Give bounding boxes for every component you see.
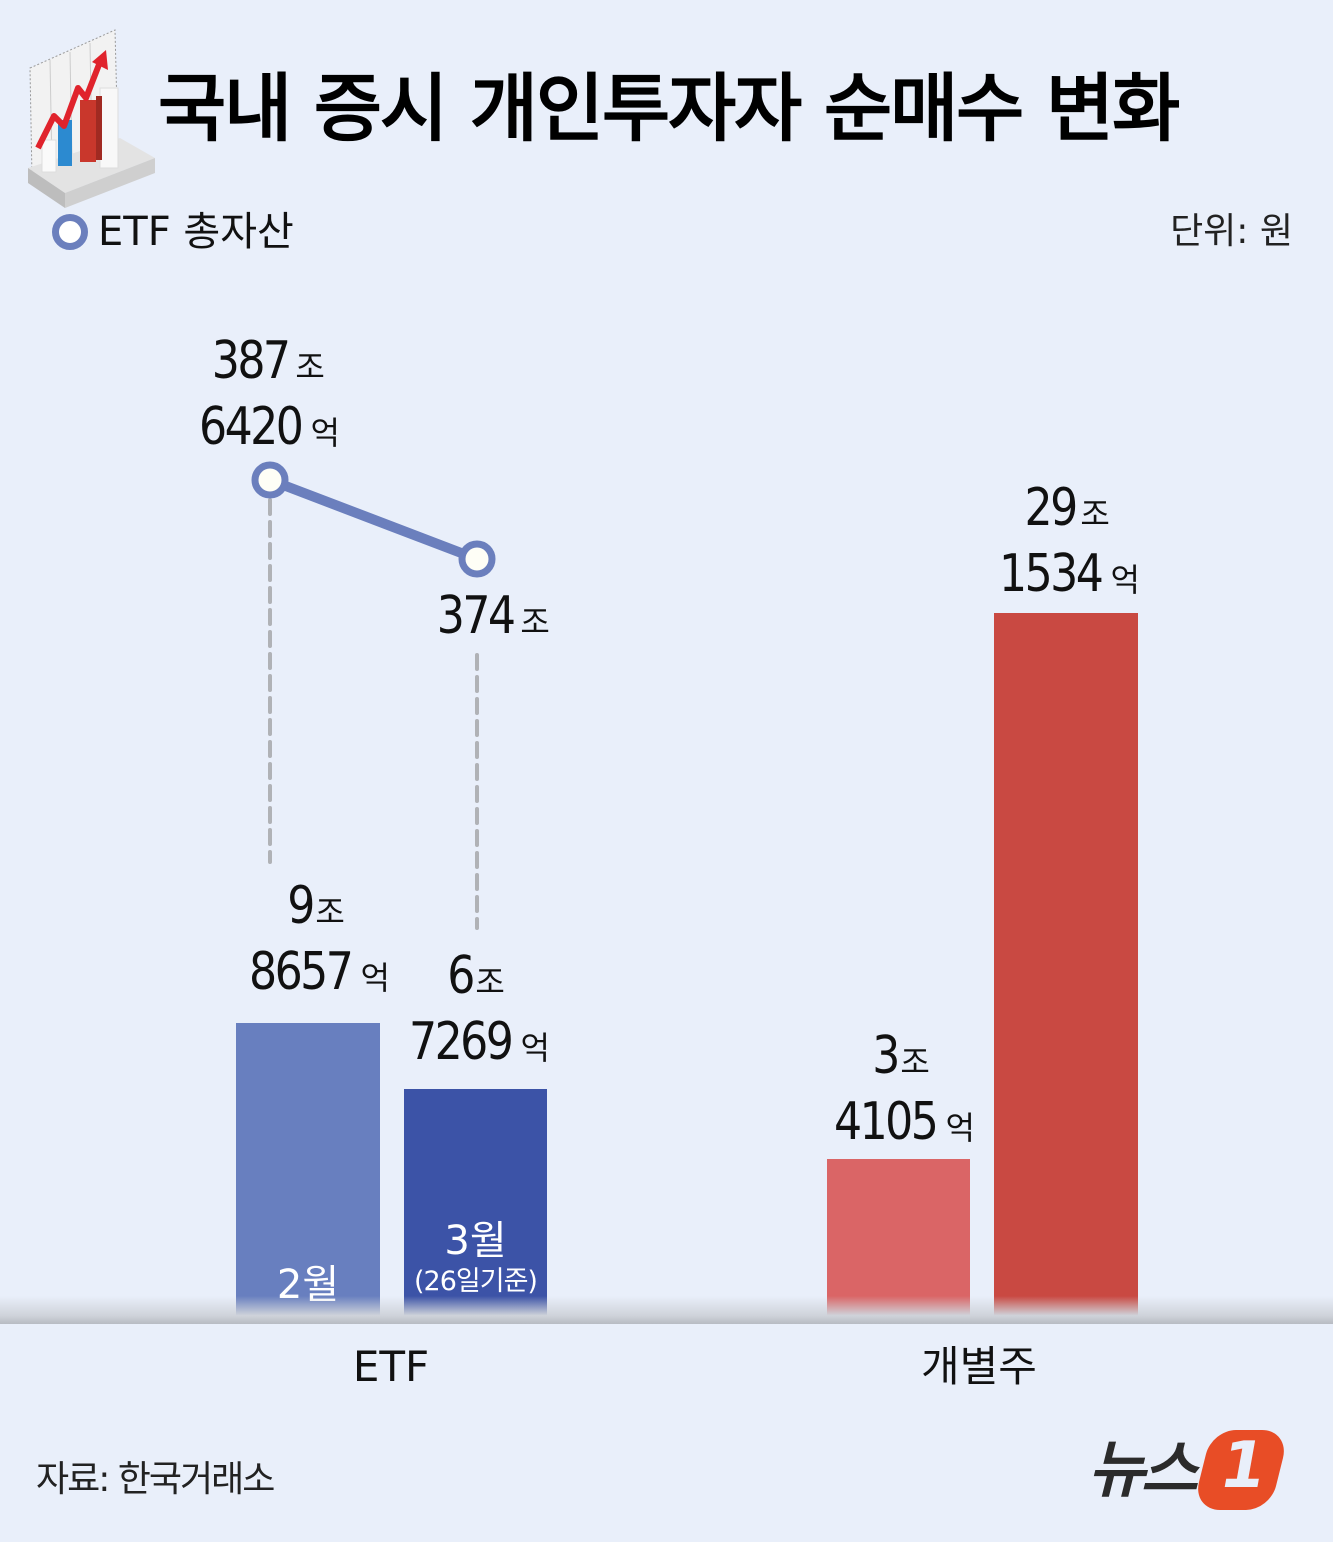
baseline: [0, 1296, 1333, 1324]
source-label: 자료: 한국거래소: [36, 1459, 275, 1500]
bar-label-etf-mar: 6조 7269 억: [409, 946, 550, 1072]
line-label-mar: 374 조: [436, 586, 550, 646]
bar-label-stock-feb: 3조 4105 억: [834, 1026, 975, 1152]
line-point-feb: [251, 461, 289, 499]
news1-logo: 뉴스 1: [1088, 1429, 1291, 1510]
legend-circle-icon: [52, 214, 88, 250]
bar-stock-feb: [827, 1159, 970, 1323]
unit-label: 단위: 원: [1170, 211, 1293, 252]
logo-text: 뉴스: [1088, 1433, 1198, 1506]
bar-label-stock-mar: 29 조 1534 억: [999, 478, 1140, 604]
category-label-etf: ETF: [352, 1342, 430, 1391]
chart-illustration-icon: [28, 29, 155, 208]
bar-month-label: 3월: [444, 1218, 507, 1264]
bar-etf-mar: 3월 (26일기준): [404, 1089, 547, 1323]
bar-month-sublabel: (26일기준): [414, 1266, 538, 1297]
chart-title: 국내 증시 개인투자자 순매수 변화: [158, 66, 1180, 152]
line-point-mar: [458, 540, 496, 578]
bar-stock-mar: [994, 613, 1138, 1323]
bar-etf-feb: 2월: [236, 1023, 380, 1323]
legend-label: ETF 총자산: [98, 209, 294, 255]
logo-badge-icon: 1: [1192, 1429, 1291, 1510]
line-label-feb: 387 조 6420 억: [199, 331, 340, 457]
legend: ETF 총자산: [52, 212, 294, 252]
category-label-stock: 개별주: [921, 1342, 1037, 1391]
bar-label-etf-feb: 9조 8657 억: [249, 876, 390, 1002]
